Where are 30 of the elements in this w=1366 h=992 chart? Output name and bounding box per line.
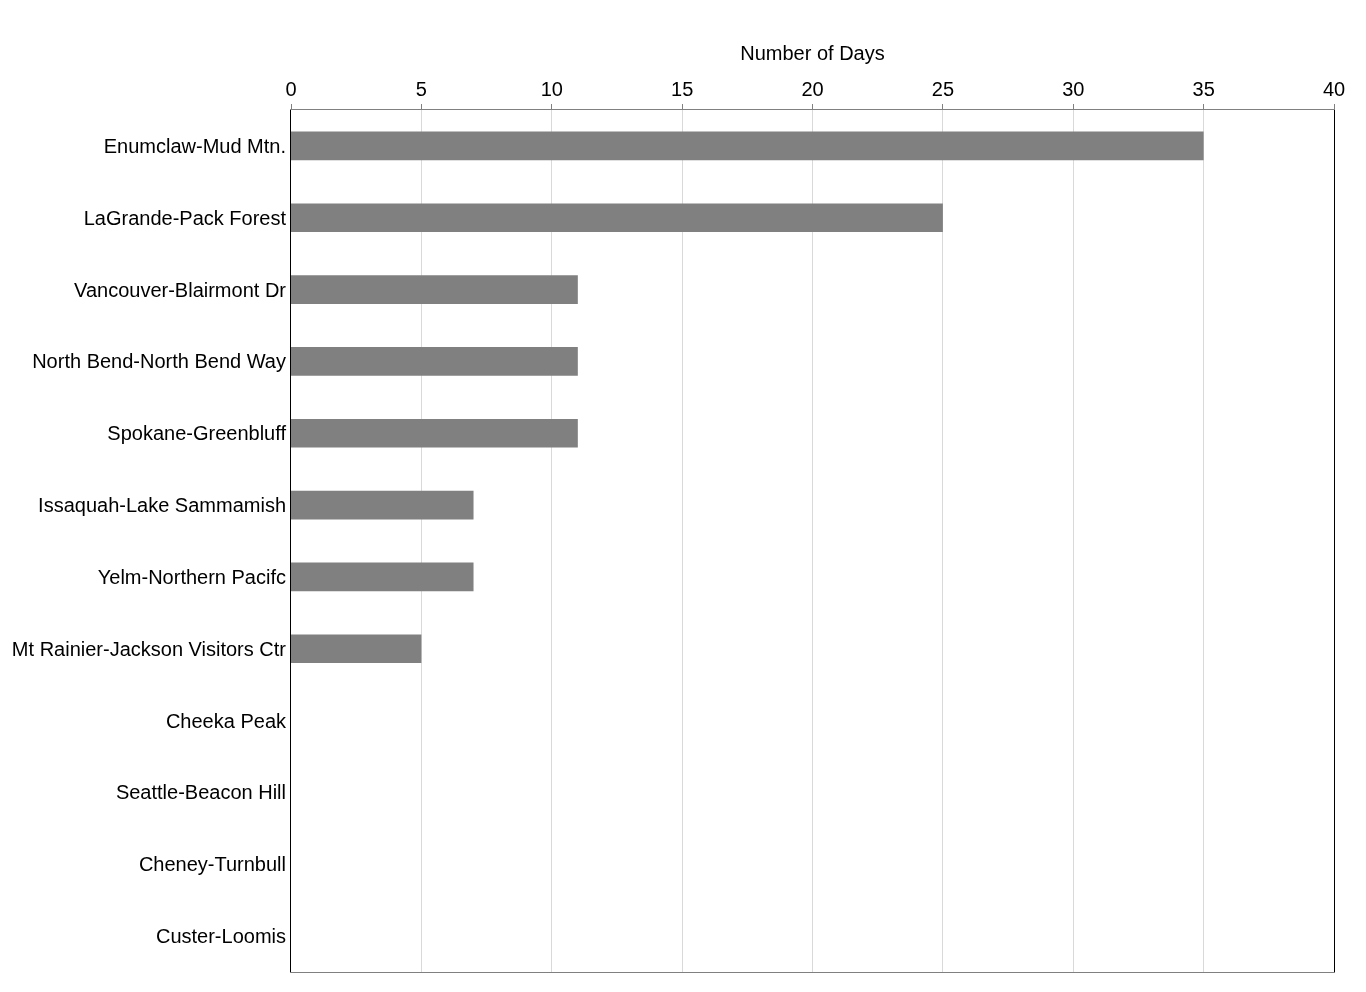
- bar: [291, 634, 422, 664]
- y-tick-label: Issaquah-Lake Sammamish: [38, 494, 286, 517]
- bar: [291, 275, 578, 304]
- x-tick-label: 0: [285, 78, 297, 100]
- y-tick-label: Cheney-Turnbull: [138, 853, 286, 876]
- x-tick-label: 20: [801, 78, 824, 100]
- y-tick-label: Seattle-Beacon Hill: [115, 781, 286, 804]
- y-tick-label: Custer-Loomis: [155, 925, 286, 948]
- x-tick-label: 10: [540, 78, 563, 100]
- y-tick-label: North Bend-North Bend Way: [32, 350, 286, 373]
- y-tick-label: Yelm-Northern Pacifc: [97, 565, 286, 588]
- bar: [291, 131, 1204, 161]
- y-tick-label: Vancouver-Blairmont Dr: [74, 278, 287, 301]
- bar: [291, 347, 578, 376]
- bar: [291, 562, 474, 592]
- y-tick-label: Enumclaw-Mud Mtn.: [103, 134, 286, 157]
- x-axis-title: Number of Days: [740, 41, 885, 64]
- x-tick-label: 5: [415, 78, 427, 100]
- x-tick-label: 35: [1192, 78, 1215, 100]
- bar: [291, 490, 474, 520]
- x-tick-label: 25: [931, 78, 955, 100]
- y-tick-label: Spokane-Greenbluff: [107, 422, 287, 445]
- x-tick-label: 40: [1322, 78, 1346, 100]
- y-tick-label: Cheeka Peak: [165, 709, 287, 732]
- y-tick-label: LaGrande-Pack Forest: [83, 206, 287, 229]
- x-tick-label: 30: [1062, 78, 1085, 100]
- x-tick-label: 15: [671, 78, 694, 100]
- bar: [291, 418, 578, 448]
- bar: [291, 203, 943, 233]
- y-tick-label: Mt Rainier-Jackson Visitors Ctr: [11, 637, 287, 660]
